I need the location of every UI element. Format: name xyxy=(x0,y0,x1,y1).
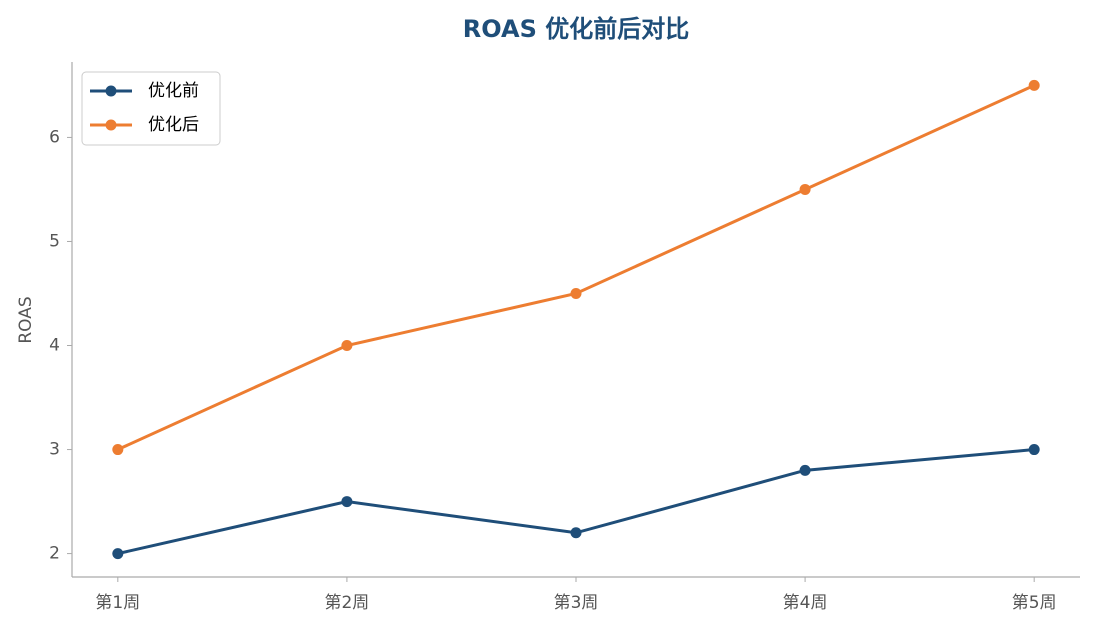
y-tick-label: 2 xyxy=(49,544,60,564)
y-tick-label: 4 xyxy=(49,336,60,356)
point xyxy=(341,340,353,352)
y-tick-label: 6 xyxy=(49,127,60,147)
x-tick-label: 第4周 xyxy=(783,593,828,613)
point xyxy=(1028,444,1040,456)
point xyxy=(799,183,811,195)
point xyxy=(570,287,582,299)
legend-marker xyxy=(105,119,117,131)
y-tick-label: 5 xyxy=(49,231,60,251)
chart-title: ROAS 优化前后对比 xyxy=(463,15,689,43)
point xyxy=(341,496,353,508)
y-tick-label: 3 xyxy=(49,440,60,460)
point xyxy=(112,548,124,560)
x-tick-label: 第1周 xyxy=(95,593,140,613)
y-axis-label: ROAS xyxy=(16,296,36,343)
legend-marker xyxy=(105,85,117,97)
point xyxy=(799,464,811,476)
series-line xyxy=(117,84,1035,451)
x-tick-label: 第5周 xyxy=(1012,593,1057,613)
point xyxy=(112,444,124,456)
legend-label: 优化前 xyxy=(148,81,199,101)
legend-label: 优化后 xyxy=(148,115,199,135)
point xyxy=(1028,79,1040,91)
point xyxy=(570,527,582,539)
x-tick-label: 第3周 xyxy=(554,593,599,613)
x-tick-label: 第2周 xyxy=(324,593,369,613)
